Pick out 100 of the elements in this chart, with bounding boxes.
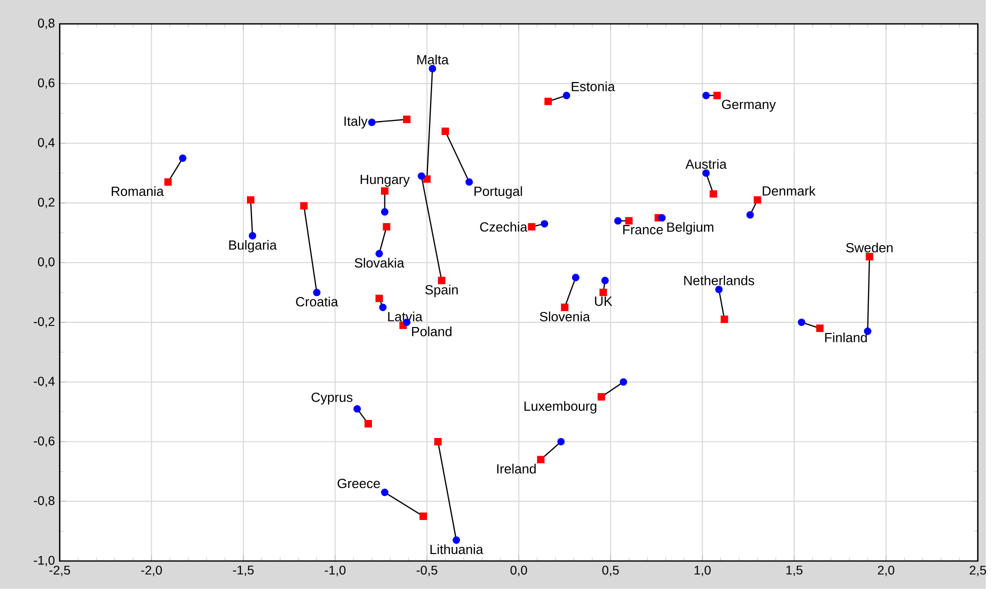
- point: [438, 276, 446, 284]
- annotation: Croatia: [296, 296, 338, 306]
- point: [620, 378, 628, 386]
- point: [540, 220, 548, 228]
- point: [816, 324, 824, 332]
- y-tick-label: -1,0: [34, 556, 55, 566]
- point: [601, 276, 609, 284]
- y-tick-label: -0,4: [34, 376, 55, 388]
- point: [625, 217, 633, 225]
- point: [442, 128, 450, 136]
- annotation: Czechia: [480, 222, 528, 232]
- annotation: UK: [595, 296, 612, 306]
- x-tick-label: 1,0: [694, 566, 711, 576]
- x-tick-label: -1,0: [324, 566, 346, 576]
- point: [710, 190, 718, 198]
- point: [380, 187, 388, 195]
- x-tick-label: -2,5: [49, 566, 70, 576]
- point: [382, 223, 390, 231]
- point: [420, 512, 427, 520]
- point: [528, 223, 536, 231]
- annotation: Spain: [425, 284, 458, 298]
- point: [368, 118, 376, 126]
- point: [246, 196, 254, 204]
- point: [353, 405, 361, 413]
- annotation: Denmark: [762, 186, 816, 196]
- annotation: Portugal: [474, 186, 522, 199]
- annotation: Belgium: [667, 222, 714, 235]
- y-tick-label: 0,8: [38, 18, 54, 30]
- point: [423, 175, 431, 183]
- point: [746, 211, 754, 219]
- point: [598, 393, 606, 401]
- annotation: Luxembourg: [524, 401, 596, 414]
- y-tick-label: 0,6: [38, 78, 54, 89]
- point: [418, 172, 426, 180]
- y-tick-label: 0,0: [38, 257, 55, 268]
- point: [375, 250, 383, 258]
- point: [720, 316, 728, 324]
- y-tick-label: 0,4: [38, 138, 55, 149]
- annotation: Italy: [344, 116, 368, 129]
- x-tick-label: -0,5: [416, 566, 438, 576]
- annotation: Ireland: [497, 464, 536, 474]
- annotation: Sweden: [846, 242, 893, 252]
- x-tick-label: 0,5: [602, 566, 619, 576]
- point: [300, 202, 308, 210]
- annotation: Hungary: [360, 174, 410, 187]
- annotation: Malta: [417, 54, 449, 64]
- point: [614, 217, 622, 225]
- annotation: Bulgaria: [229, 240, 277, 252]
- annotation: Lithuania: [430, 544, 484, 554]
- point: [544, 98, 552, 106]
- point: [379, 304, 387, 312]
- point: [375, 294, 383, 302]
- point: [702, 92, 710, 100]
- annotation: France: [623, 225, 663, 234]
- annotation: Slovenia: [540, 312, 590, 322]
- point: [658, 214, 666, 222]
- point: [452, 536, 460, 544]
- point: [364, 420, 372, 428]
- annotation: Slovakia: [354, 258, 404, 268]
- x-tick-label: -1,5: [233, 566, 254, 576]
- annotation: Finland: [825, 332, 867, 342]
- x-tick-label: 0,0: [510, 566, 528, 576]
- annotation: Netherlands: [684, 276, 754, 286]
- point: [866, 252, 874, 260]
- point: [434, 438, 442, 446]
- annotation: Germany: [722, 100, 776, 112]
- point: [380, 488, 388, 496]
- point: [313, 288, 320, 296]
- point: [537, 456, 545, 464]
- point: [248, 232, 256, 240]
- point: [713, 92, 721, 100]
- point: [557, 438, 565, 446]
- annotation: Austria: [685, 159, 727, 169]
- annotation: Greece: [338, 478, 380, 488]
- point: [403, 116, 410, 124]
- point: [428, 64, 436, 72]
- y-tick-label: -0,8: [34, 496, 54, 507]
- point: [164, 178, 172, 186]
- point: [562, 92, 570, 100]
- point: [380, 208, 388, 216]
- x-tick-label: 2,5: [970, 566, 986, 576]
- annotation: Latvia: [388, 312, 423, 322]
- point: [754, 196, 762, 204]
- point: [715, 286, 723, 294]
- point: [798, 318, 806, 326]
- point: [179, 154, 186, 162]
- point: [572, 274, 580, 282]
- annotation: Poland: [412, 326, 452, 336]
- point: [560, 304, 568, 312]
- x-tick-label: -2,0: [141, 566, 162, 576]
- annotation: Estonia: [572, 82, 615, 92]
- point: [600, 288, 607, 296]
- annotation: Romania: [112, 186, 164, 196]
- x-tick-label: 2,0: [878, 566, 894, 576]
- point: [702, 169, 710, 177]
- y-tick-label: -0,6: [34, 436, 54, 447]
- x-tick-label: 1,5: [786, 566, 802, 576]
- y-tick-label: -0,2: [34, 317, 54, 328]
- annotation: Cyprus: [312, 392, 352, 405]
- point: [465, 178, 473, 186]
